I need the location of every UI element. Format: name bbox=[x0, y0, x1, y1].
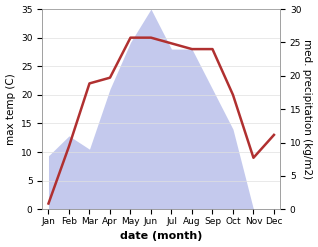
Y-axis label: max temp (C): max temp (C) bbox=[5, 73, 16, 145]
Y-axis label: med. precipitation (kg/m2): med. precipitation (kg/m2) bbox=[302, 39, 313, 179]
X-axis label: date (month): date (month) bbox=[120, 231, 203, 242]
